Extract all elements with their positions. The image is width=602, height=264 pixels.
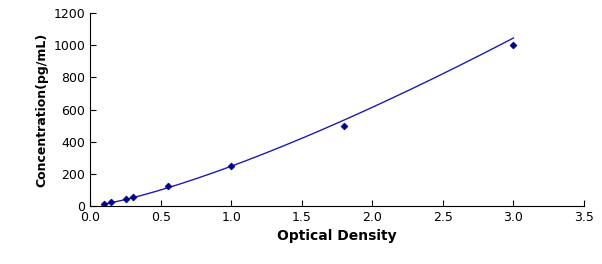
X-axis label: Optical Density: Optical Density xyxy=(278,229,397,243)
Y-axis label: Concentration(pg/mL): Concentration(pg/mL) xyxy=(35,32,48,187)
